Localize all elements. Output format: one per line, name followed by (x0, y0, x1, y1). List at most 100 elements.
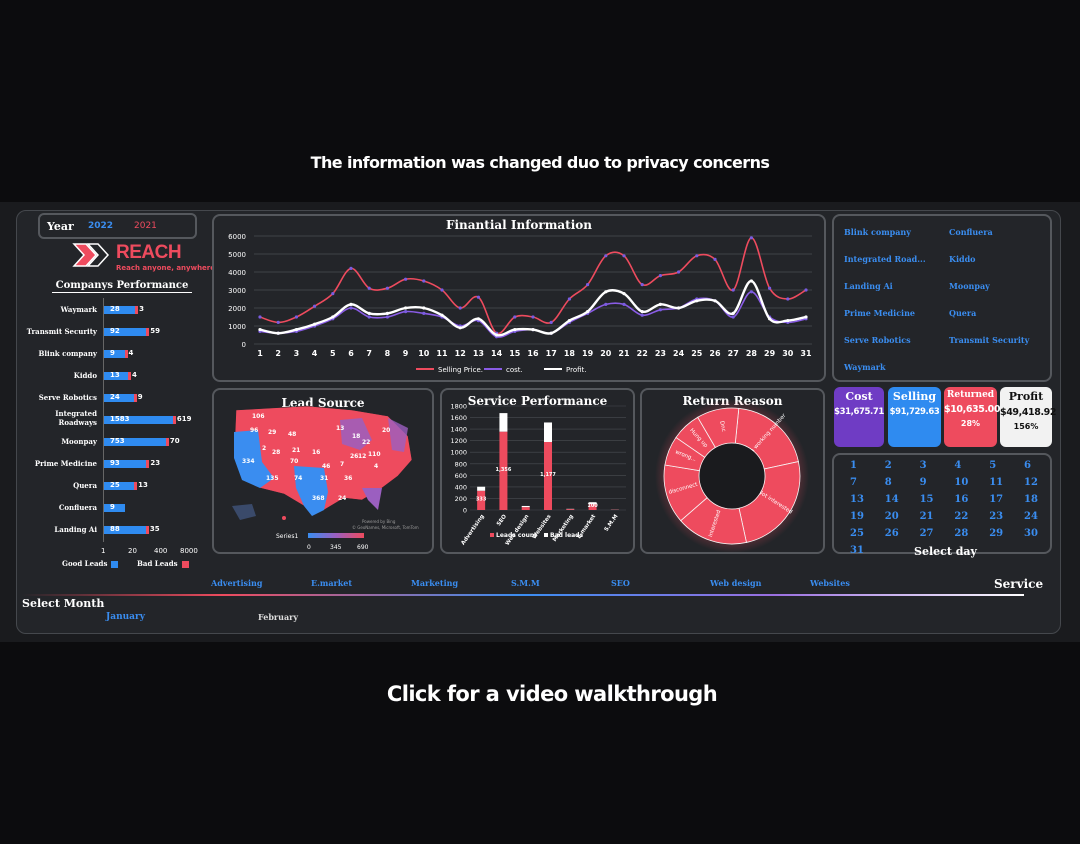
bad-leads-value: 9 (137, 393, 143, 401)
day-option[interactable]: 21 (919, 511, 934, 522)
day-option[interactable]: 24 (1024, 511, 1038, 522)
company-bar-label: Landing Ai (54, 525, 97, 534)
company-item[interactable]: Blink company (844, 227, 911, 237)
day-option[interactable]: 29 (989, 528, 1004, 539)
year-option-2022[interactable]: 2022 (88, 221, 114, 231)
svg-text:13: 13 (336, 425, 344, 432)
fin-point (622, 302, 626, 306)
svg-text:74: 74 (294, 475, 302, 482)
fin-point (276, 320, 280, 324)
fin-y-tick: 0 (242, 341, 246, 349)
service-seo[interactable]: SEO (611, 578, 630, 588)
company-item[interactable]: Prime Medicine (844, 308, 916, 318)
year-option-2021[interactable]: 2021 (134, 221, 157, 231)
kpi-cost-value: $31,675.71 (834, 407, 884, 417)
day-option[interactable]: 22 (954, 511, 969, 522)
kpi-returned: Returned $10,635.00 28% (944, 387, 1001, 447)
bad-leads-value: 23 (150, 459, 161, 467)
day-option[interactable]: 16 (954, 494, 969, 505)
company-item[interactable]: Integrated Road... (844, 254, 926, 264)
service-web-design[interactable]: Web design (710, 578, 762, 588)
bad-leads-value: 4 (131, 371, 137, 379)
company-item[interactable]: Kiddo (949, 254, 976, 264)
donut-label: Dnc (718, 421, 726, 433)
month-february[interactable]: February (258, 612, 299, 622)
select-day-title: Select day (914, 545, 977, 558)
svg-text:31: 31 (320, 475, 328, 482)
month-january[interactable]: January (106, 612, 145, 622)
fin-point (458, 326, 462, 330)
day-option[interactable]: 10 (954, 477, 969, 488)
bad-leads-bar (145, 526, 149, 534)
day-option[interactable]: 6 (1024, 460, 1031, 471)
day-option[interactable]: 11 (989, 477, 1004, 488)
day-option[interactable]: 3 (919, 460, 927, 471)
day-option[interactable]: 26 (884, 528, 899, 539)
fin-point (713, 299, 717, 303)
day-option[interactable]: 27 (919, 528, 934, 539)
kpi-selling-value: $91,729.63 (889, 407, 940, 417)
service-advertising[interactable]: Advertising (211, 578, 263, 588)
company-item[interactable]: Moonpay (949, 281, 990, 291)
svc-y-tick: 0 (463, 507, 467, 515)
day-option[interactable]: 15 (919, 494, 934, 505)
service-emarket[interactable]: E.market (311, 578, 353, 588)
svc-bad-bar (544, 422, 552, 442)
day-option[interactable]: 28 (954, 528, 969, 539)
fin-point (622, 254, 626, 258)
map-texas-shape (294, 466, 328, 516)
day-option[interactable]: 31 (850, 545, 864, 556)
company-bar-row: Waymark 28 3 (20, 303, 200, 317)
company-item[interactable]: Transmit Security (949, 335, 1030, 345)
fin-point (549, 331, 553, 335)
fin-point (385, 286, 389, 290)
svc-leads-bar (544, 441, 552, 510)
day-option[interactable]: 2 (884, 460, 892, 471)
service-marketing[interactable]: Marketing (411, 578, 459, 588)
companies-axis-line (103, 298, 104, 542)
service-smm[interactable]: S.M.M (511, 578, 540, 588)
day-option[interactable]: 4 (954, 460, 962, 471)
day-option[interactable]: 18 (1024, 494, 1038, 505)
day-option[interactable]: 7 (850, 477, 857, 488)
bad-leads-value: 3 (139, 305, 145, 313)
reach-logo: REACH Reach anyone, anywhere (72, 242, 215, 278)
day-option[interactable]: 25 (850, 528, 864, 539)
day-option[interactable]: 13 (850, 494, 864, 505)
company-item[interactable]: Serve Robotics (844, 335, 911, 345)
day-option[interactable]: 1 (850, 460, 857, 471)
day-option[interactable]: 12 (1024, 477, 1038, 488)
good-leads-bar (104, 526, 146, 534)
day-option[interactable]: 19 (850, 511, 864, 522)
logo-name: REACH (116, 242, 182, 263)
fin-point (258, 315, 262, 319)
day-option[interactable]: 30 (1024, 528, 1038, 539)
svc-legend-leads: Leads count (496, 532, 537, 539)
company-item[interactable]: Confluera (949, 227, 993, 237)
cp-tick: 8000 (180, 547, 198, 555)
company-item[interactable]: Waymark (844, 362, 886, 372)
day-option[interactable]: 23 (989, 511, 1004, 522)
company-item[interactable]: Quera (949, 308, 977, 318)
bad-leads-bar (133, 394, 137, 402)
day-option[interactable]: 5 (989, 460, 997, 471)
day-option[interactable]: 20 (884, 511, 899, 522)
fin-point (731, 288, 735, 292)
fin-point (404, 310, 408, 314)
company-bar-row: Landing Ai 88 35 (20, 523, 200, 537)
company-item[interactable]: Landing Ai (844, 281, 893, 291)
fin-x-tick: 18 (564, 349, 576, 358)
legend-good-swatch (111, 560, 119, 568)
svc-data-label: 1,177 (540, 472, 556, 478)
service-websites[interactable]: Websites (810, 578, 850, 588)
map-scale-mid: 345 (330, 544, 342, 551)
svc-leads-bar (477, 490, 486, 510)
day-option[interactable]: 8 (884, 477, 892, 488)
day-option[interactable]: 9 (919, 477, 927, 488)
day-option[interactable]: 14 (884, 494, 899, 505)
video-walkthrough-link[interactable]: Click for a video walkthrough (386, 682, 718, 706)
svg-text:18: 18 (352, 433, 360, 440)
day-option[interactable]: 17 (989, 494, 1004, 505)
fin-point (658, 308, 662, 312)
map-credit-2: © GeoNames, Microsoft, TomTom (352, 525, 419, 530)
